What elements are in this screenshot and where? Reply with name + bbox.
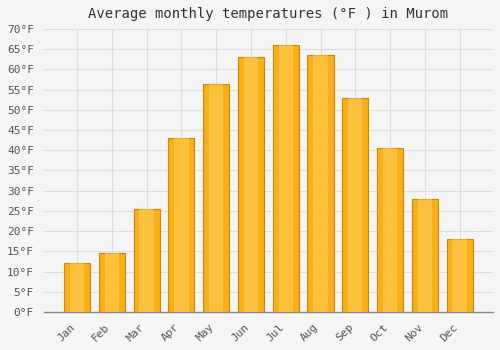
- Bar: [209, 84, 224, 312]
- Bar: [308, 55, 334, 312]
- Bar: [140, 209, 154, 312]
- Bar: [452, 239, 467, 312]
- Bar: [244, 57, 258, 312]
- Bar: [203, 84, 229, 312]
- Bar: [412, 199, 438, 312]
- Bar: [168, 138, 194, 312]
- Bar: [70, 264, 84, 312]
- Bar: [64, 264, 90, 312]
- Bar: [314, 55, 328, 312]
- Bar: [446, 239, 472, 312]
- Bar: [104, 253, 119, 312]
- Bar: [278, 45, 293, 312]
- Bar: [383, 148, 397, 312]
- Bar: [174, 138, 188, 312]
- Bar: [99, 253, 125, 312]
- Bar: [238, 57, 264, 312]
- Bar: [272, 45, 299, 312]
- Bar: [342, 98, 368, 312]
- Bar: [418, 199, 432, 312]
- Bar: [134, 209, 160, 312]
- Bar: [348, 98, 362, 312]
- Title: Average monthly temperatures (°F ) in Murom: Average monthly temperatures (°F ) in Mu…: [88, 7, 448, 21]
- Bar: [377, 148, 403, 312]
